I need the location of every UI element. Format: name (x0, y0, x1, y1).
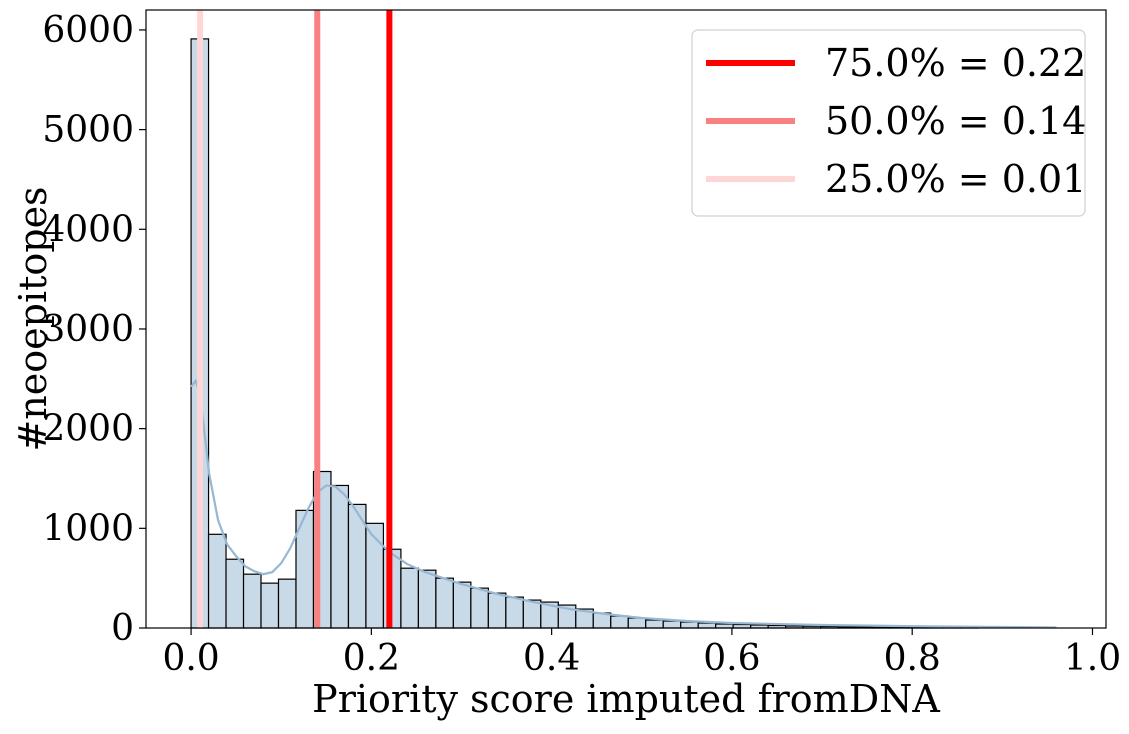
legend-label: 75.0% = 0.22 (825, 41, 1086, 85)
histogram-bar (488, 593, 505, 628)
histogram-bar (471, 588, 488, 628)
histogram-bar (681, 622, 698, 628)
y-axis-label: #neoepitopes (11, 186, 55, 451)
legend-label: 50.0% = 0.14 (825, 99, 1086, 143)
x-tick-label: 0.4 (523, 638, 580, 679)
x-tick-label: 0.2 (343, 638, 400, 679)
histogram-bar (663, 621, 680, 628)
y-tick-label: 3000 (42, 309, 134, 350)
x-tick-label: 0.0 (162, 638, 219, 679)
y-tick-label: 0 (111, 608, 134, 649)
histogram-bar (401, 568, 418, 628)
histogram-bar (646, 620, 663, 628)
histogram-bar (279, 579, 296, 628)
legend: 75.0% = 0.22 50.0% = 0.14 25.0% = 0.01 (692, 30, 1086, 216)
histogram-bar (611, 616, 628, 628)
histogram-bar (506, 597, 523, 628)
y-tick-label: 1000 (42, 508, 134, 549)
x-axis-label: Priority score imputed fromDNA (312, 677, 940, 721)
x-tick-label: 0.8 (884, 638, 941, 679)
histogram-bar (244, 574, 261, 628)
histogram-bar (209, 534, 226, 628)
y-tick-label: 5000 (42, 110, 134, 151)
histogram-bar (261, 583, 278, 628)
histogram-bar (628, 618, 645, 628)
histogram-bar (436, 578, 453, 628)
y-tick-label: 2000 (42, 409, 134, 450)
histogram-bar (331, 485, 348, 628)
histogram-bar (523, 600, 540, 628)
legend-label: 25.0% = 0.01 (825, 157, 1086, 201)
y-axis-ticks: 0 1000 2000 3000 4000 5000 6000 (42, 10, 146, 649)
x-axis-ticks: 0.0 0.2 0.4 0.6 0.8 1.0 (162, 628, 1121, 679)
y-tick-label: 6000 (42, 10, 134, 51)
x-tick-label: 0.6 (703, 638, 760, 679)
histogram-bar (698, 623, 715, 628)
histogram-bar (226, 559, 243, 628)
histogram-bar (418, 570, 435, 628)
histogram-bar (453, 582, 470, 628)
x-tick-label: 1.0 (1064, 638, 1121, 679)
y-tick-label: 4000 (42, 209, 134, 250)
